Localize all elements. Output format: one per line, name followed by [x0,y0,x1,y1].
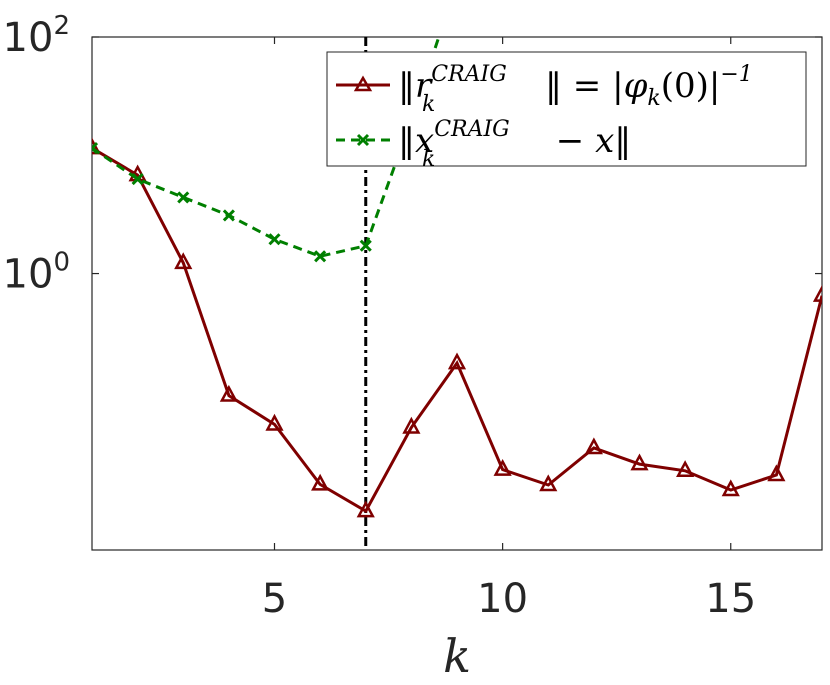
y-tick-label: 100 [3,248,70,298]
series-2-point [177,191,190,204]
series-layer [92,37,822,518]
series-1-line [92,146,822,514]
legend-1-a: ‖ [398,66,415,106]
legend-1-d: k [422,92,435,117]
series-1-point [311,473,330,491]
x-tick-label: 10 [477,576,528,622]
legend-1-e: ‖ = | [545,66,624,106]
legend-1-g: k [647,86,660,111]
series-2 [92,37,441,263]
series-1-point [493,458,512,476]
series-1-point [402,416,421,434]
legend-2-b: x [415,121,434,161]
series-2-point [222,209,235,222]
y-tick-label: 102 [3,11,70,61]
series-1-point [584,437,603,455]
series-1 [92,137,822,518]
series-1-point [721,479,740,497]
series-1-point [219,384,238,402]
legend-2-c: CRAIG [434,117,510,142]
series-2-point [92,142,99,155]
legend: ‖rCRAIG k ‖ = |φk(0)|−1 ‖xCRAIG k − x‖ [326,51,807,172]
legend-marker-1 [353,75,373,92]
legend-2-d: k [422,147,435,172]
legend-1-c: CRAIG [431,62,507,87]
series-1-point [676,460,695,478]
x-tick-label: 5 [262,576,287,622]
legend-box [326,51,807,167]
legend-2-a: ‖ [398,121,415,161]
series-2-point [359,239,372,252]
legend-2-f: x [595,121,614,161]
axes-frame [91,36,823,551]
series-1-point [174,252,193,270]
legend-marker-2 [356,133,370,147]
legend-entry-2: ‖xCRAIG k − x‖ [336,117,631,172]
legend-2-g: ‖ [614,121,631,161]
series-1-point [447,352,467,370]
plot-frame [91,36,823,551]
legend-1-i: −1 [720,62,752,87]
tick-labels: 5 10 15 100 102 [3,11,757,622]
x-tick-label: 15 [705,576,756,622]
series-1-point [630,453,649,471]
series-2-point [131,172,144,186]
x-axis-label: k [443,629,471,683]
legend-2-e: − [545,121,595,161]
legend-1-h: (0)| [661,66,721,106]
series-2-point [314,250,327,263]
series-1-point [812,285,822,302]
legend-1-b: r [415,66,433,106]
legend-entry-1: ‖rCRAIG k ‖ = |φk(0)|−1 [336,62,753,117]
series-1-point [265,413,284,431]
series-1-point [539,474,558,492]
legend-1-f: φ [624,66,648,106]
series-1-point [356,500,375,518]
series-2-point [268,233,281,246]
series-1-point [767,464,786,482]
